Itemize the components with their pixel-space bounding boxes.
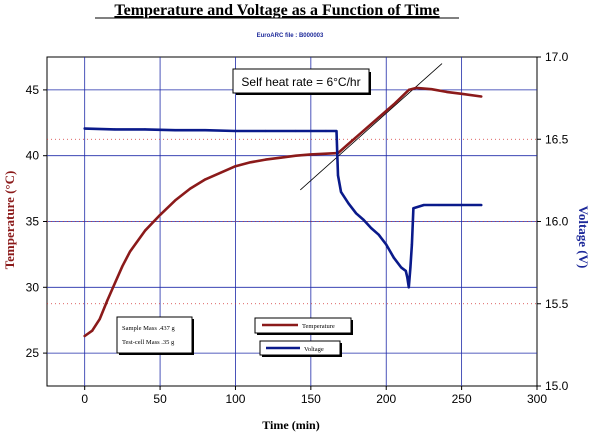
- y-left-tick-label: 40: [26, 149, 40, 163]
- x-tick-label: 0: [81, 392, 88, 406]
- temperature-data-point: [347, 142, 350, 145]
- temperature-data-point: [91, 329, 94, 332]
- temperature-data-point: [249, 161, 252, 164]
- temperature-data-point: [430, 88, 433, 91]
- mass-info-box: [116, 316, 193, 354]
- y-right-axis-label: Voltage (V): [576, 206, 590, 269]
- voltage-data-point: [204, 129, 207, 132]
- temperature-data-point: [377, 116, 380, 119]
- temperature-data-point: [83, 334, 86, 338]
- voltage-data-point: [412, 207, 415, 210]
- test-cell-mass-label: Test-cell Mass .35 g: [122, 339, 175, 346]
- temperature-data-point: [158, 213, 162, 217]
- voltage-data-point: [406, 276, 409, 279]
- temperature-data-point: [264, 158, 267, 161]
- temperature-data-point: [174, 199, 177, 202]
- y-left-tick-label: 25: [26, 346, 40, 360]
- series-layer: [83, 86, 483, 338]
- x-tick-label: 50: [153, 392, 167, 406]
- temperature-data-point: [143, 229, 147, 232]
- voltage-data-point: [410, 243, 413, 246]
- voltage-data-point: [347, 202, 350, 205]
- x-tick-label: 300: [527, 392, 547, 406]
- temperature-data-point: [234, 165, 237, 168]
- y-left-tick-label: 30: [26, 280, 40, 294]
- temperature-data-point: [279, 156, 282, 159]
- temperature-data-point: [362, 129, 365, 132]
- temperature-data-point: [392, 103, 395, 106]
- temperature-data-point: [219, 171, 222, 174]
- y-right-tick-label: 15.5: [545, 297, 569, 311]
- x-axis-label: Time (min): [262, 418, 319, 432]
- temperature-data-point: [460, 92, 463, 95]
- y-left-axis-label: Temperature (°C): [2, 171, 17, 270]
- temperature-data-point: [121, 265, 124, 268]
- self-heat-slope-line: [300, 63, 443, 191]
- x-tick-label: 150: [301, 392, 321, 406]
- voltage-data-point: [264, 129, 267, 133]
- voltage-data-point: [234, 129, 237, 133]
- voltage-series-line: [83, 127, 483, 289]
- y-left-tick-label: 35: [26, 215, 40, 229]
- y-left-tick-label: 45: [26, 83, 40, 97]
- grid-lines: [47, 57, 537, 386]
- voltage-data-point: [339, 190, 343, 193]
- voltage-data-point: [354, 212, 358, 215]
- temperature-data-point: [204, 178, 207, 181]
- temperature-data-point: [324, 152, 328, 155]
- voltage-data-point: [336, 174, 340, 177]
- voltage-data-point: [480, 203, 483, 207]
- chart-subtitle: EuroARC file : B000003: [257, 33, 324, 39]
- voltage-data-point: [404, 269, 407, 272]
- voltage-data-point: [324, 129, 328, 133]
- temperature-data-point: [480, 95, 483, 98]
- temperature-data-point: [128, 250, 132, 253]
- voltage-data-point: [362, 218, 365, 221]
- temperature-data-point: [189, 187, 192, 190]
- voltage-data-point: [407, 286, 410, 289]
- legend-temperature-label: Temperature: [302, 323, 335, 330]
- voltage-data-point: [460, 203, 463, 207]
- self-heat-rate-box: [232, 68, 370, 94]
- voltage-data-point: [437, 203, 441, 207]
- temperature-data-point: [309, 153, 312, 156]
- x-tick-label: 100: [225, 392, 245, 406]
- voltage-data-point: [113, 128, 116, 131]
- voltage-data-point: [422, 203, 426, 207]
- voltage-data-point: [400, 266, 403, 269]
- temperature-data-point: [98, 317, 101, 320]
- temperature-data-point: [415, 86, 418, 90]
- voltage-data-point: [370, 226, 373, 230]
- legend-voltage-label: Voltage: [304, 346, 324, 353]
- voltage-data-point: [294, 129, 297, 133]
- temperature-data-point: [407, 88, 410, 91]
- temperature-data-point: [294, 154, 297, 157]
- voltage-data-point: [335, 129, 338, 133]
- voltage-data-point: [392, 256, 395, 259]
- temperature-data-point: [113, 282, 116, 285]
- voltage-data-point: [385, 243, 388, 246]
- voltage-data-point: [377, 233, 380, 236]
- x-tick-label: 250: [452, 392, 472, 406]
- sample-mass-label: Sample Mass .437 g: [122, 325, 175, 332]
- temperature-data-point: [445, 90, 448, 93]
- y-right-tick-label: 16.5: [545, 132, 569, 146]
- temperature-data-point: [106, 299, 109, 302]
- y-right-tick-label: 15.0: [545, 379, 569, 393]
- y-right-tick-label: 17.0: [545, 50, 569, 64]
- voltage-data-point: [83, 127, 86, 130]
- self-heat-rate-label: Self heat rate = 6°C/hr: [241, 75, 360, 89]
- y-right-tick-label: 16.0: [545, 215, 569, 229]
- voltage-data-point: [409, 266, 412, 269]
- x-tick-label: 200: [376, 392, 396, 406]
- voltage-data-point: [174, 129, 177, 132]
- voltage-data-point: [143, 128, 147, 131]
- axis-ticks: 0 50 100 150 200 250 300 25 30 35 40 45 15.0 15.5 16.0…: [26, 50, 569, 406]
- chart-title: Temperature and Voltage as a Function of…: [114, 2, 439, 19]
